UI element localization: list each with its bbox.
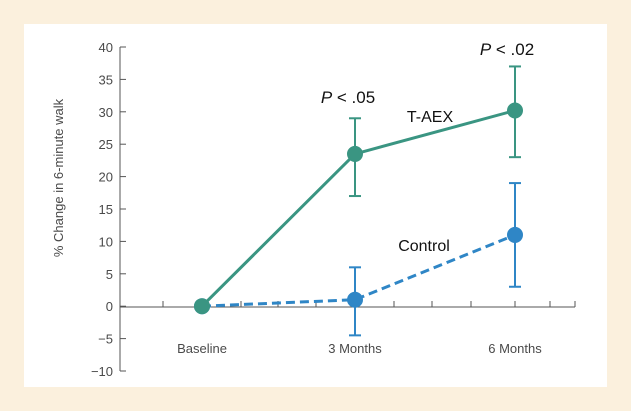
p-value-text: < .02	[491, 40, 534, 59]
x-tick-label: Baseline	[177, 341, 227, 356]
data-point	[347, 145, 363, 162]
y-tick-label: 15	[99, 202, 113, 217]
x-tick-label: 6 Months	[488, 341, 542, 356]
y-tick-label: 30	[99, 105, 113, 120]
y-tick-label: 20	[99, 170, 113, 185]
data-point	[347, 291, 363, 308]
series-label-t-aex: T-AEX	[407, 109, 454, 126]
p-value-annotation: P < .05	[321, 88, 375, 107]
y-tick-label: 10	[99, 234, 113, 249]
p-value-annotation: P < .02	[480, 40, 534, 59]
p-value-symbol: P	[480, 40, 492, 59]
data-point	[507, 226, 523, 243]
series-line	[201, 233, 516, 308]
p-value-symbol: P	[321, 88, 333, 107]
p-value-text: < .05	[332, 88, 375, 107]
data-point	[194, 298, 210, 315]
y-tick-label: 35	[99, 72, 113, 87]
y-tick-label: 25	[99, 137, 113, 152]
series-t-aex	[194, 65, 523, 315]
y-tick-label: −5	[98, 332, 113, 347]
y-tick-label: −10	[91, 364, 113, 379]
chart-panel	[24, 24, 607, 387]
series-label-control: Control	[398, 238, 450, 255]
y-tick-label: 5	[106, 267, 113, 282]
x-ticks: Baseline 3 Months 6 Months	[162, 301, 576, 356]
data-point	[507, 102, 523, 119]
y-axis-label: % Change in 6-minute walk	[51, 98, 66, 257]
y-ticks: 40 35 30 25 20 15 10 5 0 −5 −10	[91, 40, 126, 379]
y-tick-label: 0	[106, 299, 113, 314]
x-tick-label: 3 Months	[328, 341, 382, 356]
y-tick-label: 40	[99, 40, 113, 55]
series-layer	[194, 65, 523, 337]
